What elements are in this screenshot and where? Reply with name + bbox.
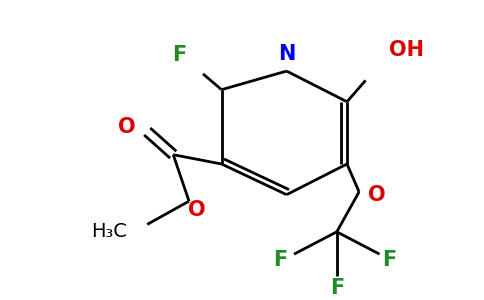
Text: F: F <box>273 250 287 270</box>
Text: H₃C: H₃C <box>91 222 127 241</box>
Text: O: O <box>118 117 136 137</box>
Text: OH: OH <box>389 40 424 60</box>
Text: O: O <box>368 185 386 205</box>
Text: F: F <box>173 45 187 65</box>
Text: N: N <box>278 44 295 64</box>
Text: O: O <box>188 200 205 220</box>
Text: F: F <box>382 250 396 270</box>
Text: F: F <box>330 278 344 298</box>
